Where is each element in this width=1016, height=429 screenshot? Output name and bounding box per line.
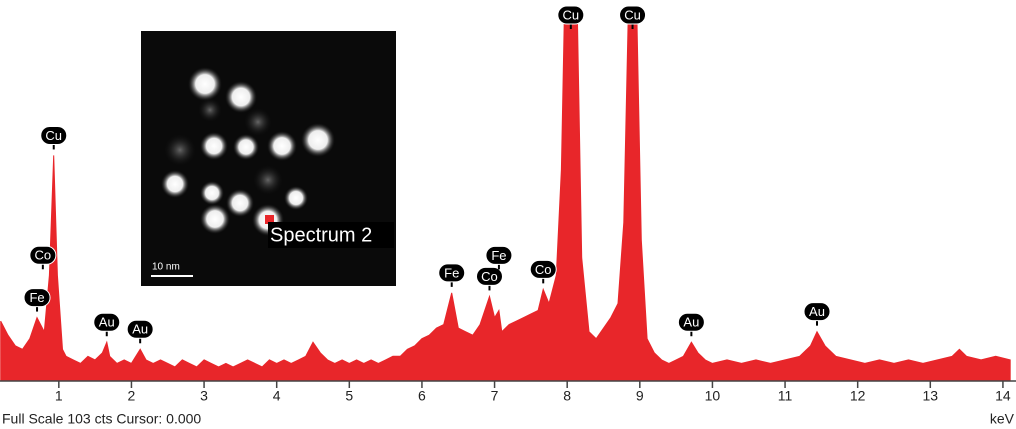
inset-image: Spectrum 2 10 nm [141,31,396,286]
peak-label: Au [126,319,154,344]
x-tick-label: 14 [995,388,1011,404]
peak-label: Co [529,259,557,284]
peak-label-text: Au [683,315,699,330]
inset-caption: Spectrum 2 [270,224,372,246]
x-tick-label: 12 [850,388,866,404]
peak-label-badge [475,266,503,286]
x-tick-label: 13 [923,388,939,404]
peak-label-badge [93,312,121,332]
x-tick-label: 3 [200,388,208,404]
peak-label-text: Cu [563,7,580,22]
peak-label: Fe [485,245,513,270]
caption-box [268,222,394,248]
peak-label-text: Co [35,248,52,263]
x-tick-label: 8 [563,388,571,404]
peak-label-badge [557,5,585,25]
peak-label-badge [529,259,557,279]
peak-label-badge [126,319,154,339]
peak-label-badge [677,312,705,332]
x-tick-label: 10 [705,388,721,404]
spectrum-marker [265,215,274,224]
peak-label-text: Fe [29,290,44,305]
x-axis-label: keV [990,411,1015,427]
x-tick-label: 7 [491,388,499,404]
peak-label: Cu [557,5,585,29]
peak-label: Cu [40,125,68,150]
peak-label: Co [475,266,503,291]
peak-label-badge [485,245,513,265]
peak-label-badge [438,263,466,283]
peak-label-badge [23,288,51,308]
peak-label-text: Cu [624,7,641,22]
peak-label: Fe [23,288,51,312]
x-tick-label: 6 [418,388,426,404]
spectrum [0,17,1011,382]
peak-label-text: Cu [45,128,62,143]
peak-label-text: Fe [444,265,459,280]
peak-label-text: Fe [491,248,506,263]
peak-label-badge [619,5,647,25]
peak-label-text: Au [809,304,825,319]
peak-label: Cu [619,5,647,29]
peak-label-text: Au [132,322,148,337]
peak-label: Co [29,245,57,270]
peak-label-badge [803,302,831,322]
peak-label: Fe [438,263,466,287]
x-tick-label: 5 [345,388,353,404]
footer: Full Scale 103 cts Cursor: 0.000 [2,411,201,427]
peak-label-text: Co [481,269,498,284]
peak-label-text: Au [99,315,115,330]
x-tick-label: 9 [636,388,644,404]
peak-label: Au [803,302,831,326]
peak-label-badge [29,245,57,265]
peak-label-text: Co [535,262,552,277]
peak-label: Au [93,312,121,337]
x-tick-label: 11 [778,388,793,404]
x-tick-label: 2 [128,388,136,404]
scale-bar-label: 10 nm [152,262,180,273]
peak-label: Au [677,312,705,337]
x-tick-label: 1 [55,388,63,404]
x-tick-label: 4 [273,388,281,404]
peak-label-badge [40,125,68,145]
